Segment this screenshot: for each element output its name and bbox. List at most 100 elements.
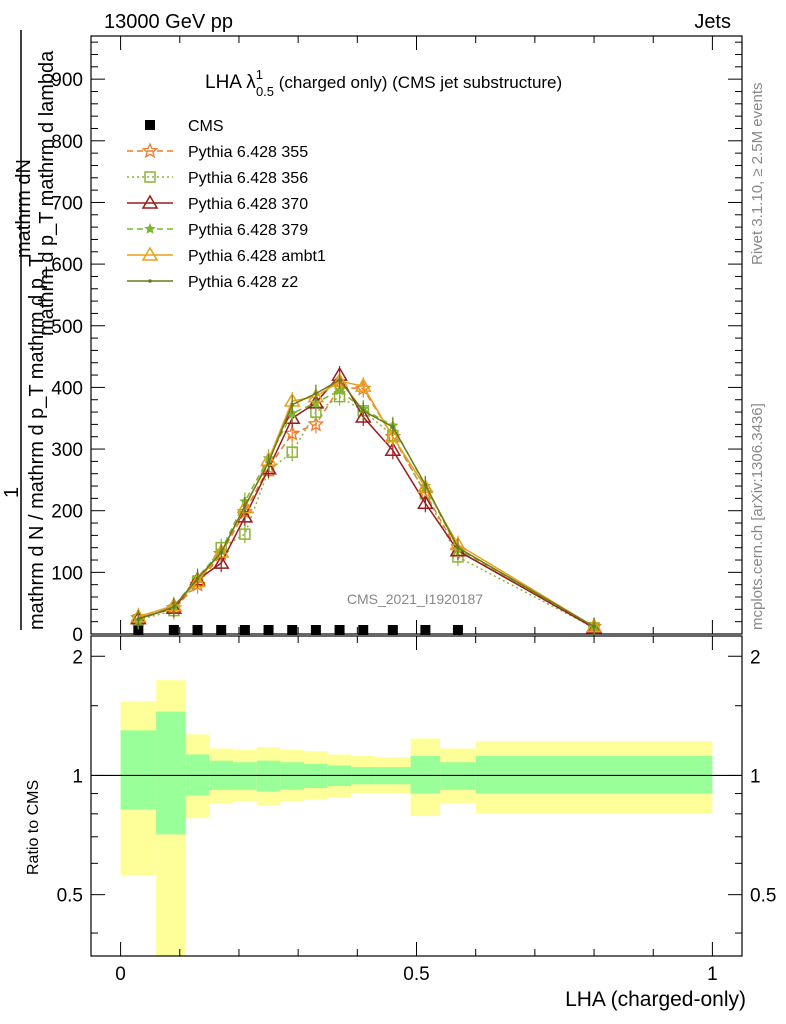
main-y-tick-label: 100 xyxy=(51,563,83,584)
legend-label-ambt1: Pythia 6.428 ambt1 xyxy=(188,248,326,265)
header-energy-label: 13000 GeV pp xyxy=(104,11,233,33)
legend-marker-ambt1 xyxy=(141,246,159,261)
series-z2 xyxy=(136,371,596,636)
data-point-CMS xyxy=(216,625,227,635)
main-y-tick-label: 400 xyxy=(51,378,83,399)
legend-marker-356 xyxy=(144,171,156,183)
main-y-tick-label: 800 xyxy=(51,132,83,153)
x-tick-label: 1 xyxy=(707,964,718,985)
series-CMS xyxy=(133,625,463,635)
legend-item-356: Pythia 6.428 356 xyxy=(127,170,308,187)
y-label-numerator: mathrm dN xyxy=(13,159,35,258)
main-y-tick-label: 600 xyxy=(51,255,83,276)
series-line-379 xyxy=(138,389,595,628)
data-point-CMS xyxy=(192,625,203,635)
data-point-356 xyxy=(286,446,298,458)
series-line-355 xyxy=(138,386,595,628)
data-point-356 xyxy=(239,528,251,540)
data-point-CMS xyxy=(168,625,179,635)
ratio-inner-band-13 xyxy=(475,755,713,794)
data-point-CMS xyxy=(133,625,144,635)
data-point-CMS xyxy=(387,625,398,635)
legend-marker-379 xyxy=(144,223,156,234)
data-point-ambt1 xyxy=(354,377,372,392)
data-point-z2 xyxy=(172,605,176,609)
y-label-one: 1 xyxy=(1,487,23,498)
main-y-tick-label: 0 xyxy=(72,625,83,646)
data-point-CMS xyxy=(334,625,345,635)
main-y-tick-label: 900 xyxy=(51,70,83,91)
legend-label-355: Pythia 6.428 355 xyxy=(188,144,308,161)
data-point-CMS xyxy=(239,625,250,635)
data-point-z2 xyxy=(243,503,247,508)
ratio-inner-band-5 xyxy=(256,760,281,792)
main-y-tick-label: 300 xyxy=(51,440,83,461)
legend-label-z2: Pythia 6.428 z2 xyxy=(188,274,298,291)
main-y-axis-label: mathrm dN mathrm d p_T mathrm d lambda 1… xyxy=(1,30,58,630)
ratio-y-tick-label-left: 2 xyxy=(72,647,83,668)
data-point-CMS xyxy=(287,625,298,635)
main-y-tick-label: 500 xyxy=(51,317,83,338)
legend-label-356: Pythia 6.428 356 xyxy=(188,170,308,187)
title-suffix: (charged only) (CMS jet substructure) xyxy=(274,73,562,92)
plot-title: LHA λ1 0.5 (charged only) (CMS jet substr… xyxy=(205,67,562,99)
data-point-370 xyxy=(417,494,434,510)
y-label-denominator: mathrm d N / mathrm d p_T mathrm d p_T xyxy=(26,255,48,630)
x-tick-label: 0 xyxy=(115,964,126,985)
legend-marker-355 xyxy=(141,142,159,159)
ratio-y-tick-label-left: 0.5 xyxy=(57,886,83,907)
legend-marker-370 xyxy=(141,194,159,209)
legend-item-355: Pythia 6.428 355 xyxy=(127,142,308,161)
header-jets-label: Jets xyxy=(694,11,731,33)
data-point-z2 xyxy=(195,576,200,581)
legend-item-379: Pythia 6.428 379 xyxy=(127,222,308,239)
data-point-z2 xyxy=(456,545,460,550)
data-point-370 xyxy=(236,508,254,523)
data-point-z2 xyxy=(361,409,366,413)
data-point-z2 xyxy=(592,624,596,629)
title-subscript: 0.5 xyxy=(256,84,274,99)
legend-item-z2: Pythia 6.428 z2 xyxy=(127,274,298,291)
ratio-y-tick-label-right: 0.5 xyxy=(750,886,776,907)
legend-item-CMS: CMS xyxy=(145,118,224,135)
data-point-370 xyxy=(354,408,372,423)
rivet-version-label: Rivet 3.1.10, ≥ 2.5M events xyxy=(749,83,766,266)
main-plot-series xyxy=(130,366,603,637)
data-point-z2 xyxy=(391,425,395,429)
legend-label-CMS: CMS xyxy=(188,118,224,135)
data-point-CMS xyxy=(452,625,463,635)
legend-item-370: Pythia 6.428 370 xyxy=(127,194,308,213)
legend: CMS Pythia 6.428 355 Pythia 6.428 356 Pythi… xyxy=(127,118,326,291)
data-point-z2 xyxy=(337,378,342,382)
analysis-watermark: CMS_2021_I1920187 xyxy=(347,591,483,607)
ratio-uncertainty-bands xyxy=(120,680,713,956)
data-point-z2 xyxy=(290,402,295,407)
mcplots-reference-label: mcplots.cern.ch [arXiv:1306.3436] xyxy=(749,403,766,630)
ratio-y-tick-label-right: 2 xyxy=(750,647,761,668)
data-point-z2 xyxy=(314,391,318,396)
ratio-y-tick-label-right: 1 xyxy=(750,766,761,787)
y-label-numerator-2: mathrm d p_T mathrm d lambda xyxy=(36,50,58,336)
ratio-panel: 0.5 0.5 1 1 2 2 0 0.5 1 xyxy=(57,635,776,985)
ratio-inner-band-1 xyxy=(156,711,186,835)
legend-item-ambt1: Pythia 6.428 ambt1 xyxy=(127,246,326,265)
data-point-z2 xyxy=(266,460,271,465)
main-y-tick-label: 200 xyxy=(51,502,83,523)
data-point-CMS xyxy=(358,625,369,635)
x-axis-label: LHA (charged-only) xyxy=(565,988,746,1011)
legend-label-379: Pythia 6.428 379 xyxy=(188,222,308,239)
ratio-y-tick-label-left: 1 xyxy=(72,766,83,787)
data-point-z2 xyxy=(136,617,141,622)
data-point-ambt1 xyxy=(384,428,402,443)
legend-label-370: Pythia 6.428 370 xyxy=(188,196,308,213)
legend-marker-z2 xyxy=(148,279,152,283)
ratio-y-axis-label: Ratio to CMS xyxy=(25,780,42,875)
data-point-370 xyxy=(212,554,230,569)
data-point-370 xyxy=(384,441,402,457)
series-line-z2 xyxy=(138,379,595,628)
data-point-CMS xyxy=(263,625,274,635)
data-point-CMS xyxy=(310,625,321,635)
legend-marker-CMS xyxy=(145,120,155,130)
title-superscript: 1 xyxy=(256,67,263,82)
